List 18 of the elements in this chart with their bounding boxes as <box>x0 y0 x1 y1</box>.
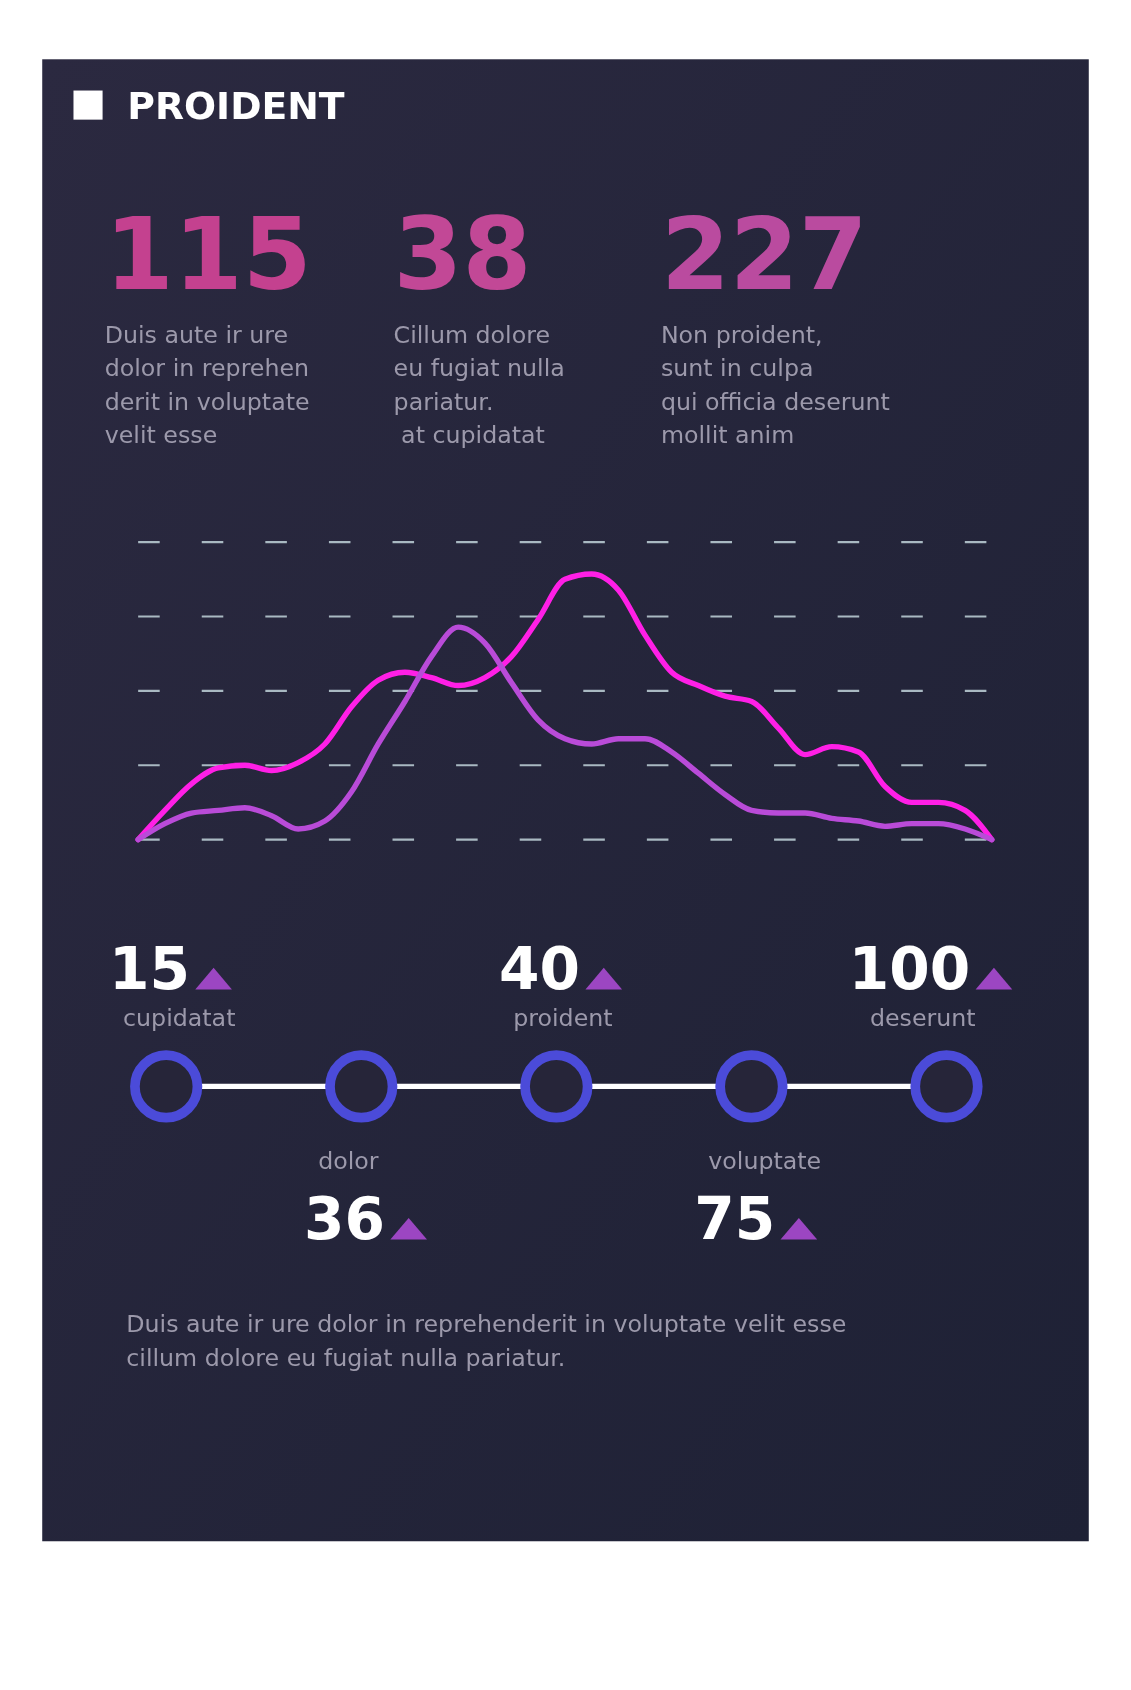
data-label: 115 <box>104 196 312 312</box>
text: PROIDENT <box>127 83 345 128</box>
text: Duis aute ir ure dolor in reprehenderit in voluptate velit esse cillum dolore eu fugiat nulla pariatur. <box>126 1310 847 1372</box>
data-label: 227 <box>660 196 868 312</box>
data-label: 36 <box>303 1185 385 1254</box>
data-label: 15 <box>108 935 190 1004</box>
category-label: dolor <box>318 1147 379 1176</box>
data-label: 40 <box>499 935 581 1004</box>
data-label: 38 <box>393 196 532 312</box>
category-label: Non proident, sunt in culpa qui officia deserunt mollit anim <box>660 320 890 449</box>
data-label: 75 <box>694 1185 776 1254</box>
category-label: deserunt <box>869 1004 976 1033</box>
category-label: proident <box>513 1004 613 1033</box>
category-label: cupidatat <box>123 1004 236 1033</box>
data-label: 100 <box>848 935 971 1004</box>
category-label: Duis aute ir ure dolor in reprehen derit in voluptate velit esse <box>104 320 310 449</box>
category-label: Cillum dolore eu fugiat nulla pariatur. at cupidatat <box>393 320 565 449</box>
category-label: voluptate <box>708 1147 822 1176</box>
